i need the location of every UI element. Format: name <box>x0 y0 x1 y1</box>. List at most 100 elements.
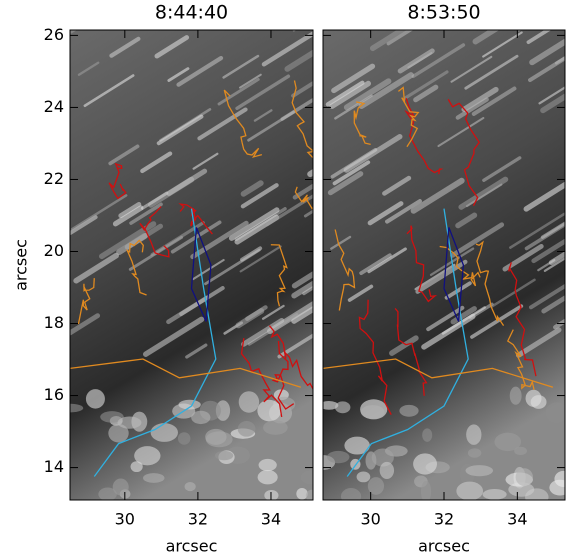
granule <box>184 482 196 492</box>
filament <box>332 160 371 186</box>
filament <box>450 222 505 258</box>
filament <box>166 168 208 196</box>
granule <box>514 446 527 456</box>
granule <box>178 399 201 410</box>
filament <box>455 212 478 229</box>
filament <box>239 245 282 273</box>
contour <box>77 278 95 325</box>
contour <box>93 208 217 477</box>
panel-title: 8:53:50 <box>407 2 480 24</box>
filament <box>330 235 352 250</box>
filament <box>291 280 313 299</box>
contour <box>291 80 313 159</box>
granule <box>399 404 419 417</box>
filament <box>118 201 142 219</box>
filament <box>526 30 552 45</box>
granule <box>545 402 565 424</box>
granule <box>257 469 278 485</box>
granule <box>70 403 84 413</box>
filament <box>156 114 204 146</box>
filament <box>411 43 466 79</box>
granule <box>134 446 161 466</box>
x-axis-label: arcsec <box>418 537 470 556</box>
filament <box>367 201 404 226</box>
filament <box>176 55 224 87</box>
granule <box>237 421 256 437</box>
granule <box>257 399 282 422</box>
granule <box>258 458 277 472</box>
x-axis-label: arcsec <box>166 537 218 556</box>
granule <box>142 473 165 483</box>
filament <box>204 248 261 286</box>
filament <box>141 191 169 210</box>
filament <box>421 313 476 350</box>
granule <box>214 450 234 461</box>
granule <box>263 420 288 435</box>
filament <box>235 74 291 111</box>
x-tick-label: 34 <box>261 510 281 529</box>
filament <box>140 151 173 174</box>
granule <box>515 468 533 487</box>
solar-image <box>323 30 565 500</box>
y-tick-label: 24 <box>44 97 64 116</box>
filament <box>240 183 279 209</box>
filament <box>471 86 517 116</box>
contour <box>447 98 481 206</box>
contour <box>270 244 288 307</box>
filament <box>482 156 522 182</box>
granule <box>467 448 482 458</box>
plot-frame <box>69 29 314 501</box>
contour <box>508 262 537 377</box>
contour <box>406 225 438 303</box>
filament <box>369 30 407 52</box>
filament <box>292 183 313 200</box>
contour <box>443 227 465 322</box>
granule <box>238 391 260 413</box>
granule <box>371 448 394 467</box>
granule <box>300 470 313 485</box>
filament <box>327 171 364 196</box>
filament <box>386 30 414 46</box>
filament <box>397 48 435 74</box>
granule <box>150 423 178 442</box>
granule <box>112 478 129 496</box>
contour <box>139 206 170 258</box>
filament <box>414 263 456 291</box>
filament <box>197 107 248 141</box>
filament <box>190 220 249 260</box>
filament <box>444 281 472 300</box>
granule <box>85 389 105 409</box>
filament <box>450 306 477 325</box>
filament <box>509 212 565 249</box>
filament <box>331 63 376 94</box>
y-axis-label: arcsec <box>12 239 31 291</box>
granule <box>98 487 117 500</box>
filament <box>77 61 100 76</box>
granule <box>326 450 350 464</box>
filament <box>343 134 403 173</box>
filament <box>192 152 219 170</box>
granule <box>456 481 484 500</box>
contour <box>397 86 420 148</box>
filament <box>154 35 190 59</box>
granule <box>100 411 124 423</box>
filament <box>540 93 565 114</box>
filament <box>292 30 297 32</box>
granule <box>494 432 522 452</box>
contour <box>394 308 428 396</box>
filament <box>108 144 140 166</box>
contour <box>294 186 313 210</box>
granule <box>356 471 371 483</box>
filament <box>523 181 565 212</box>
filament <box>470 304 524 339</box>
filament <box>235 308 265 329</box>
contour <box>223 89 263 158</box>
granule <box>191 410 211 425</box>
granule <box>466 424 482 445</box>
filament <box>515 327 562 358</box>
filament <box>359 253 392 276</box>
y-tick-label: 20 <box>44 241 64 260</box>
filament <box>70 215 98 235</box>
filament <box>531 238 565 264</box>
